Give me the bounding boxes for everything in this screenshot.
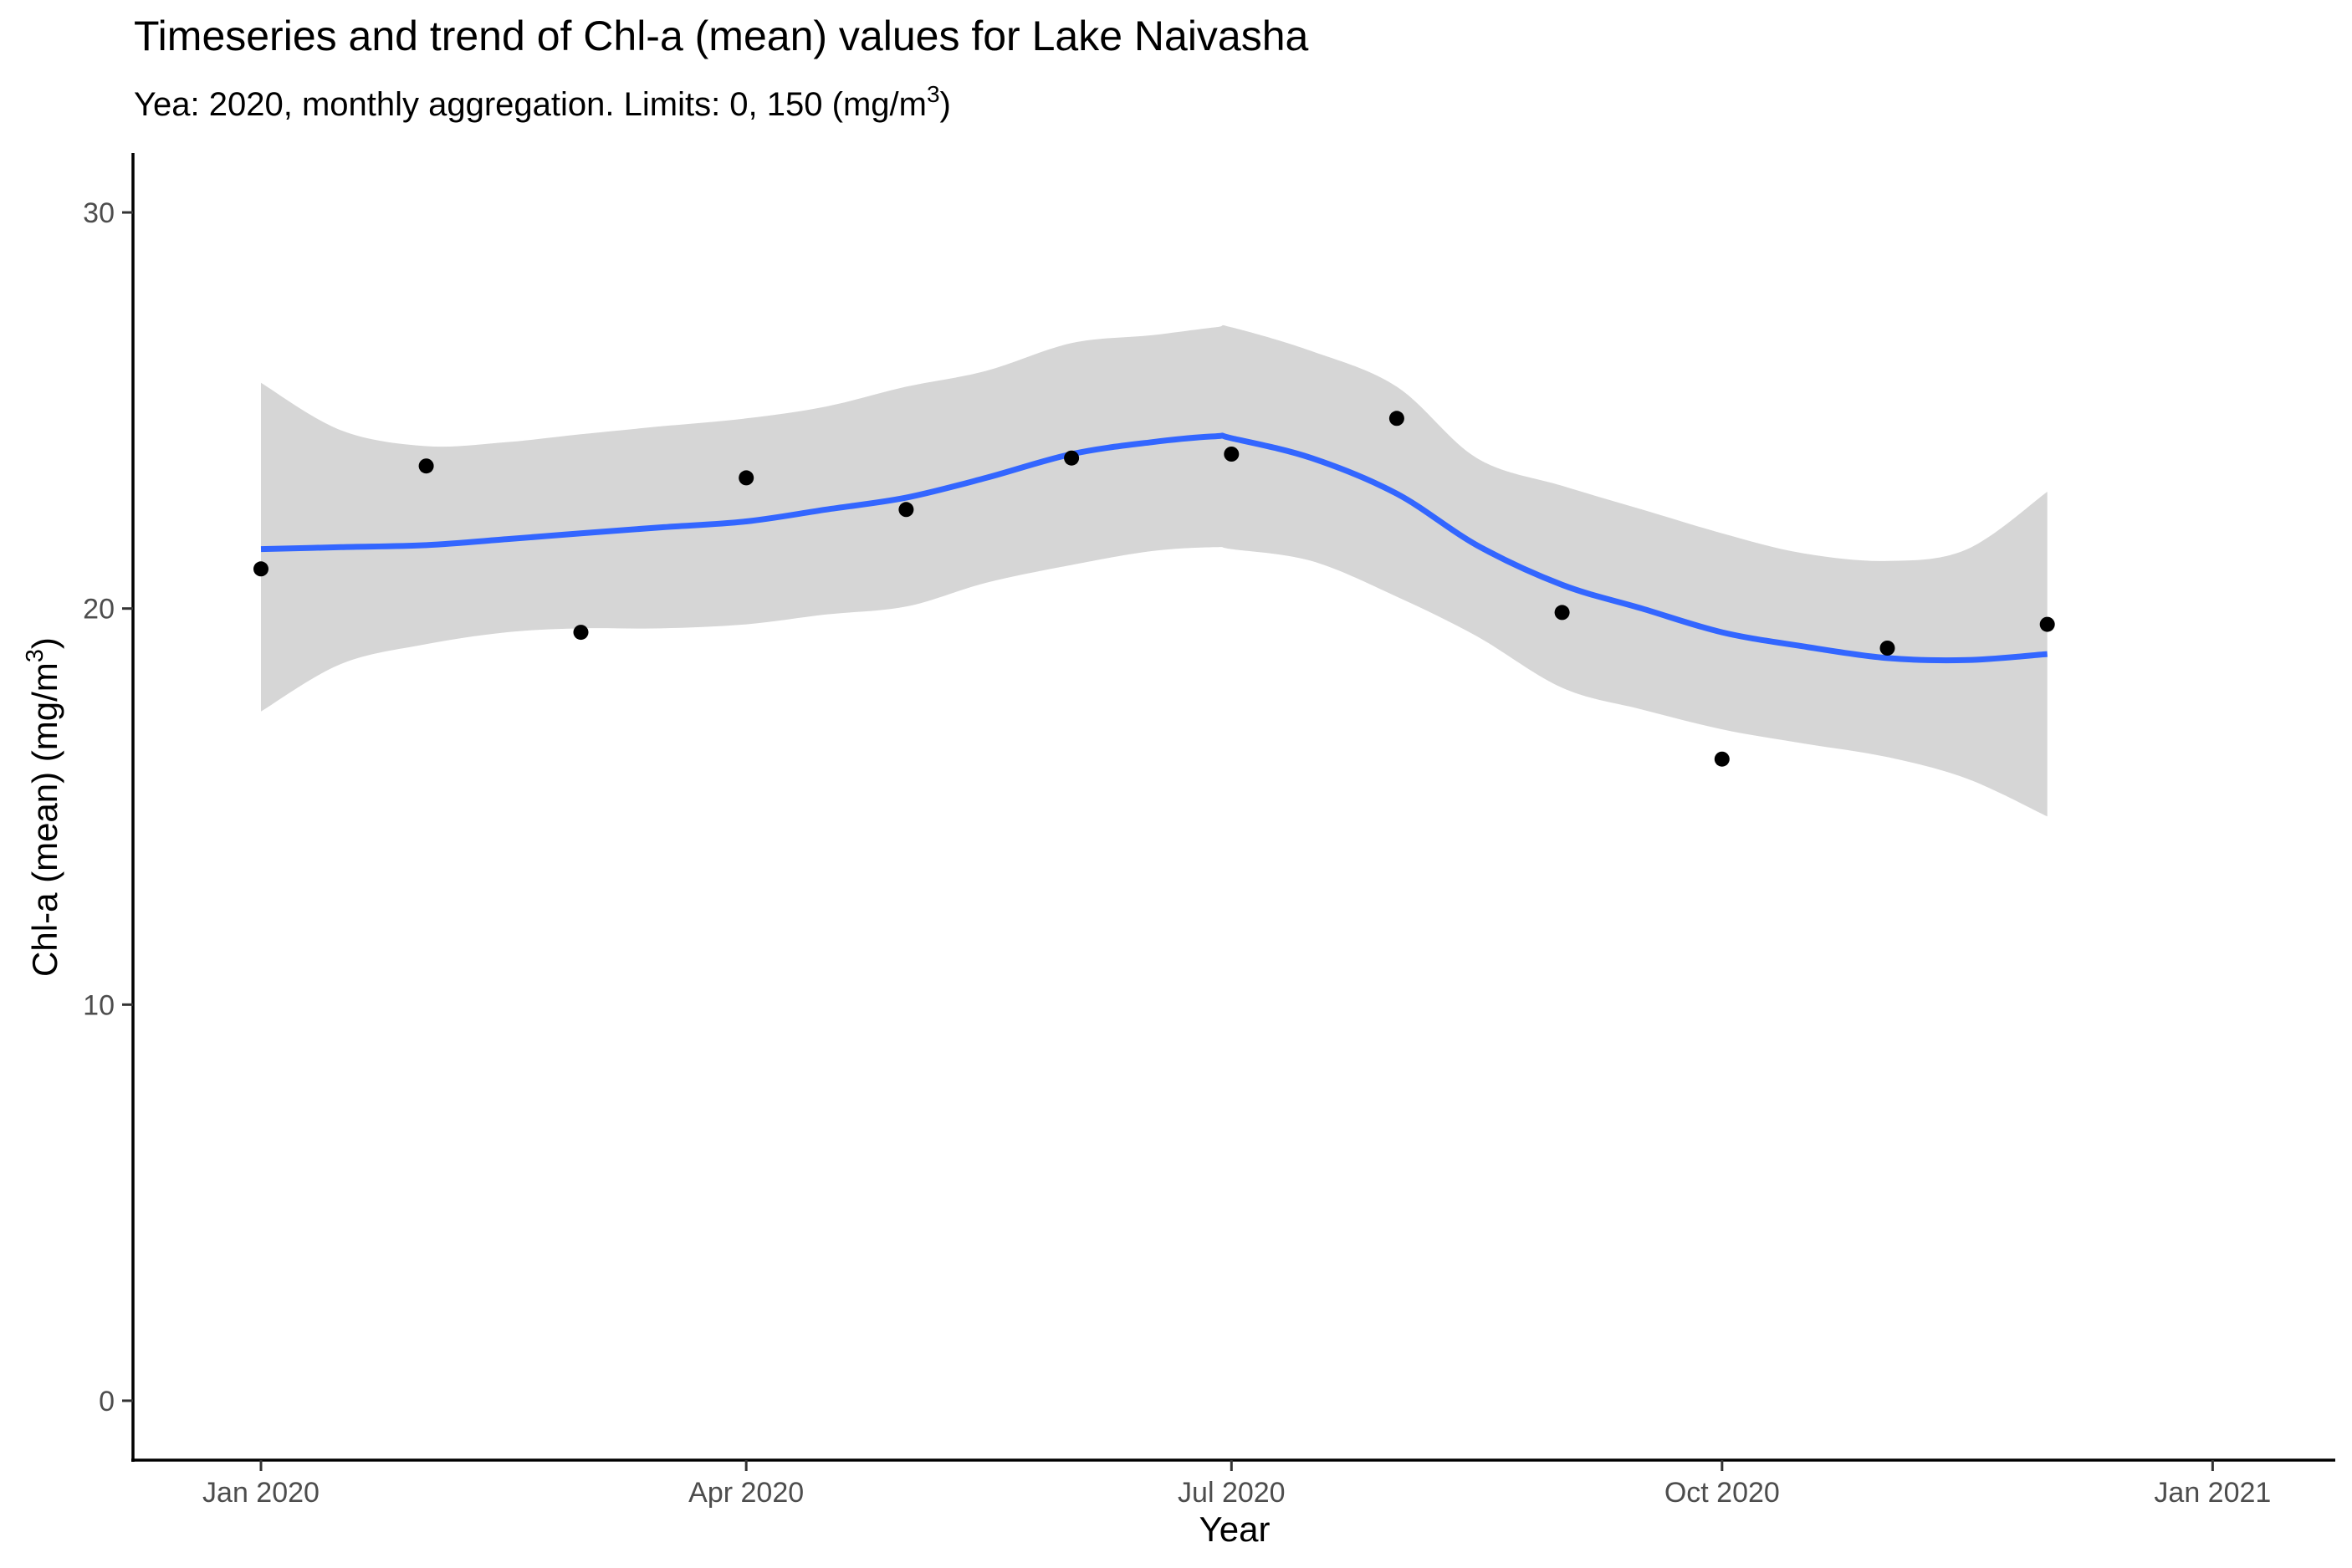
x-tick-label: Apr 2020 xyxy=(688,1477,804,1509)
subtitle-unit-sup: 3 xyxy=(927,81,940,107)
data-point xyxy=(1064,450,1080,466)
y-axis-title-text: Chl-a (mean) xyxy=(25,762,64,977)
x-axis-title: Year xyxy=(1199,1509,1271,1549)
data-point xyxy=(1388,411,1404,426)
data-point xyxy=(739,470,754,486)
x-tick-label: Jul 2020 xyxy=(1178,1477,1286,1509)
y-axis-title: Chl-a (mean) (mg/m3) xyxy=(22,637,64,977)
x-tick-label: Jan 2021 xyxy=(2154,1477,2271,1509)
y-axis-unit: mg/m xyxy=(25,662,64,750)
subtitle-paren-close: ) xyxy=(940,86,951,123)
subtitle-unit: mg/m xyxy=(843,86,927,123)
axes: Jan 2020 Apr 2020 Jul 2020 Oct 2020 Jan 2021… xyxy=(83,153,2335,1509)
y-axis-paren-close: ) xyxy=(25,637,64,649)
data-point xyxy=(1879,641,1895,656)
data-point xyxy=(898,502,914,518)
data-point xyxy=(1554,605,1570,621)
x-axis-ticks: Jan 2020 Apr 2020 Jul 2020 Oct 2020 Jan 2021 xyxy=(202,1460,2271,1509)
subtitle-paren-open: ( xyxy=(832,86,844,123)
y-tick-label: 0 xyxy=(99,1386,115,1417)
data-point xyxy=(253,561,268,577)
data-point xyxy=(418,458,434,474)
data-point xyxy=(1224,447,1240,462)
confidence-band xyxy=(261,324,2048,817)
y-axis-ticks: 0 10 20 30 xyxy=(83,197,133,1417)
chart-title: Timeseries and trend of Chl-a (mean) val… xyxy=(134,13,1309,59)
chart-subtitle: Yea: 2020, monthly aggregation. Limits: … xyxy=(134,81,951,123)
data-point xyxy=(573,625,589,641)
data-point xyxy=(1714,751,1730,767)
trend-line xyxy=(260,432,2048,664)
x-tick-label: Jan 2020 xyxy=(202,1477,320,1509)
data-points xyxy=(253,411,2055,767)
plot-area xyxy=(253,324,2055,817)
y-tick-label: 20 xyxy=(83,594,115,626)
y-tick-label: 10 xyxy=(83,989,115,1021)
chart-subtitle-text: Yea: 2020, monthly aggregation. Limits: … xyxy=(134,86,832,123)
data-point xyxy=(2039,616,2055,632)
y-axis-unit-sup: 3 xyxy=(22,649,49,662)
x-tick-label: Oct 2020 xyxy=(1664,1477,1780,1509)
y-axis-paren-open: ( xyxy=(25,750,64,762)
y-tick-label: 30 xyxy=(83,197,115,229)
